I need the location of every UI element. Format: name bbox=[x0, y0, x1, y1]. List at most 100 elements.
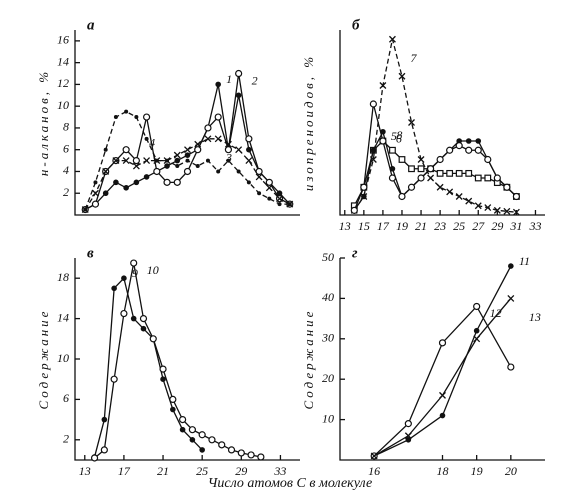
point bbox=[149, 335, 157, 343]
point bbox=[455, 169, 463, 177]
x-tick-label: 15 bbox=[358, 219, 370, 233]
point bbox=[224, 146, 233, 154]
x-tick-label: 29 bbox=[491, 219, 503, 233]
point bbox=[143, 174, 150, 180]
point bbox=[205, 158, 210, 163]
point bbox=[257, 453, 265, 461]
point bbox=[255, 173, 263, 181]
point bbox=[484, 204, 492, 212]
series-label: 2 bbox=[252, 73, 258, 87]
point bbox=[133, 179, 140, 186]
point bbox=[214, 113, 222, 121]
point bbox=[408, 119, 415, 126]
point bbox=[417, 156, 425, 163]
point bbox=[154, 158, 159, 163]
point bbox=[398, 72, 406, 80]
point bbox=[179, 426, 186, 433]
point bbox=[465, 138, 472, 144]
x-tick-label: 33 bbox=[273, 464, 286, 478]
point bbox=[439, 391, 446, 399]
point bbox=[493, 174, 501, 182]
point bbox=[407, 183, 416, 191]
point bbox=[508, 263, 514, 269]
point bbox=[436, 169, 444, 177]
x-tick-label: 25 bbox=[196, 464, 208, 478]
point bbox=[93, 180, 98, 185]
point bbox=[124, 109, 129, 114]
point bbox=[122, 146, 130, 154]
series-line bbox=[353, 39, 517, 213]
point bbox=[91, 200, 100, 208]
axis bbox=[74, 30, 300, 216]
point bbox=[388, 35, 396, 43]
series-line bbox=[373, 305, 512, 457]
point bbox=[83, 207, 88, 212]
y-tick-label: 30 bbox=[321, 331, 334, 345]
point bbox=[436, 155, 444, 164]
point bbox=[404, 432, 412, 440]
y-axis-label: изопреноидов, % bbox=[301, 54, 316, 191]
point bbox=[132, 156, 140, 165]
point bbox=[507, 363, 515, 371]
x-tick-label: 16 bbox=[368, 464, 380, 478]
point bbox=[160, 376, 166, 383]
point bbox=[474, 202, 482, 210]
point bbox=[179, 416, 187, 424]
point bbox=[204, 135, 212, 143]
point bbox=[122, 157, 130, 165]
point bbox=[465, 169, 473, 177]
point bbox=[142, 113, 151, 121]
point bbox=[237, 449, 245, 457]
y-tick-label: 6 bbox=[63, 141, 69, 155]
point bbox=[113, 179, 119, 186]
point bbox=[183, 167, 192, 176]
point bbox=[169, 395, 177, 403]
point bbox=[216, 169, 221, 174]
series-label: 10 bbox=[147, 263, 159, 277]
series-line bbox=[353, 103, 517, 211]
x-tick-label: 23 bbox=[434, 219, 446, 233]
point bbox=[265, 184, 273, 192]
point bbox=[405, 437, 412, 443]
point bbox=[90, 454, 99, 462]
point bbox=[195, 164, 200, 169]
point bbox=[173, 151, 181, 159]
point bbox=[159, 365, 167, 373]
point bbox=[224, 140, 232, 148]
y-tick-label: 8 bbox=[63, 120, 69, 134]
point bbox=[134, 115, 139, 120]
y-tick-label: 4 bbox=[63, 163, 69, 177]
point bbox=[465, 197, 473, 205]
point bbox=[121, 275, 127, 282]
point bbox=[130, 259, 138, 267]
point bbox=[120, 309, 128, 318]
point bbox=[130, 315, 137, 322]
point bbox=[110, 375, 118, 383]
point bbox=[194, 140, 202, 148]
panel-label: в bbox=[87, 245, 94, 261]
y-tick-label: 2 bbox=[63, 185, 69, 199]
point bbox=[265, 178, 273, 186]
y-tick-label: 50 bbox=[322, 250, 334, 264]
point bbox=[446, 188, 454, 196]
x-tick-label: 27 bbox=[472, 219, 485, 233]
point bbox=[102, 190, 109, 197]
x-tick-label: 20 bbox=[505, 464, 517, 478]
point bbox=[436, 183, 444, 191]
panel-label: г bbox=[352, 245, 358, 261]
x-tick-label: 19 bbox=[396, 219, 408, 233]
point bbox=[235, 92, 242, 99]
y-tick-label: 16 bbox=[57, 33, 69, 47]
point bbox=[102, 168, 110, 175]
x-tick-label: 25 bbox=[453, 219, 465, 233]
panel-label: а bbox=[87, 17, 95, 33]
point bbox=[438, 339, 447, 347]
point bbox=[427, 174, 435, 182]
point bbox=[204, 124, 212, 132]
point bbox=[184, 152, 191, 158]
point bbox=[473, 335, 481, 343]
y-tick-label: 20 bbox=[322, 371, 334, 385]
series-line bbox=[84, 138, 291, 210]
series-line bbox=[84, 73, 291, 211]
